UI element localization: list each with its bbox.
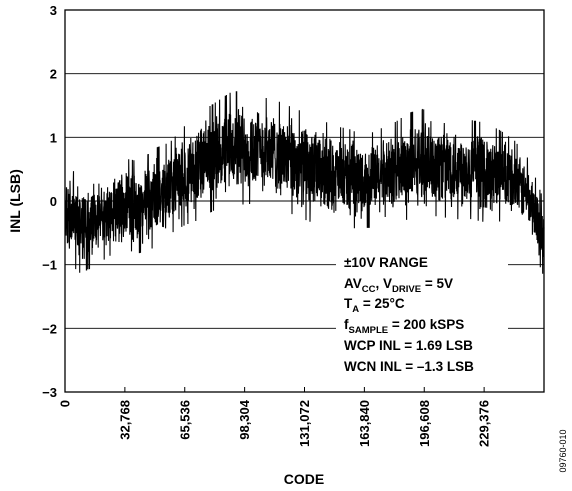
annotation-sample-rate: fSAMPLE = 200 kSPS <box>344 317 464 336</box>
annotation-temperature: TA = 25°C <box>344 296 405 315</box>
x-tick-label: 98,304 <box>237 399 252 440</box>
x-tick-label: 131,072 <box>297 400 312 447</box>
x-axis-title: CODE <box>284 471 324 487</box>
conditions-annotation: ±10V RANGE AVCC, VDRIVE = 5V TA = 25°C f… <box>344 255 474 374</box>
annotation-wcn: WCN INL = –1.3 LSB <box>344 359 474 374</box>
annotation-box <box>336 250 508 378</box>
y-axis-title: INL (LSB) <box>7 169 23 233</box>
x-tick-label: 65,536 <box>177 400 192 440</box>
y-tick-label: 1 <box>50 130 57 145</box>
inl-series-line <box>64 91 545 274</box>
y-tick-label: 2 <box>50 67 57 82</box>
x-tick-label: 32,768 <box>117 400 132 440</box>
y-tick-label: 0 <box>50 194 57 209</box>
x-tick-label: 0 <box>58 400 73 407</box>
figure-id: 09760-010 <box>558 429 568 472</box>
annotation-supply: AVCC, VDRIVE = 5V <box>344 276 453 295</box>
x-axis-ticks: 0 32,768 65,536 98,304 131,072 163,840 196,608… <box>58 387 492 447</box>
y-tick-label: −1 <box>42 258 57 273</box>
y-tick-label: −2 <box>42 321 57 336</box>
x-tick-label: 229,376 <box>477 400 492 447</box>
x-tick-label: 163,840 <box>357 400 372 447</box>
annotation-range: ±10V RANGE <box>344 255 428 270</box>
y-tick-label: 3 <box>50 3 57 18</box>
y-tick-label: −3 <box>42 385 57 400</box>
inl-trace <box>64 91 545 274</box>
annotation-wcp: WCP INL = 1.69 LSB <box>344 338 473 353</box>
x-tick-label: 196,608 <box>417 400 432 447</box>
y-axis-ticks: 3 2 1 0 −1 −2 −3 <box>42 3 57 400</box>
